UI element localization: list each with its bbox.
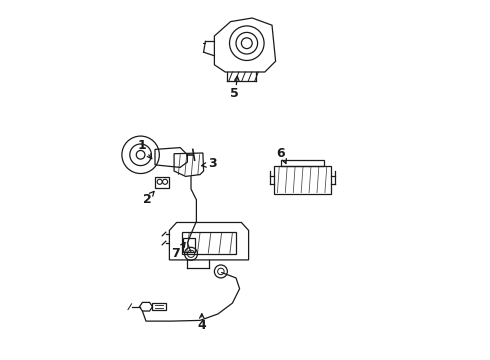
Text: 6: 6 (277, 147, 285, 159)
Text: 7: 7 (172, 247, 180, 260)
Text: 4: 4 (197, 319, 206, 332)
Text: 3: 3 (208, 157, 217, 170)
Text: 2: 2 (143, 193, 151, 206)
Text: 5: 5 (230, 87, 239, 100)
Text: 1: 1 (138, 139, 147, 152)
